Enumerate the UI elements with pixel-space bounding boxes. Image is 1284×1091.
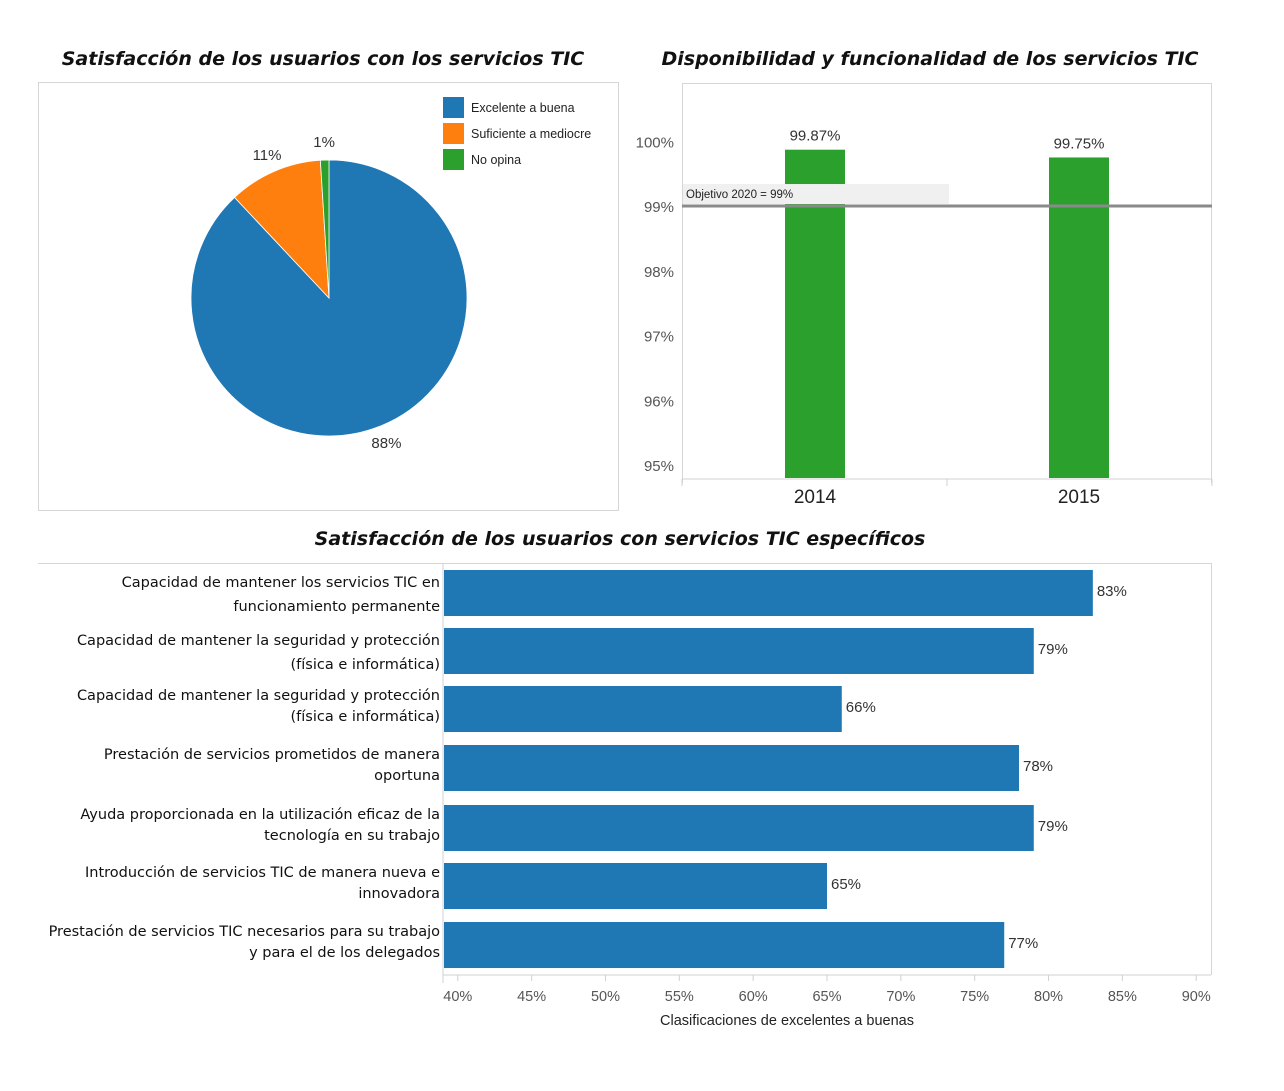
service-value-label-1: 79% bbox=[1038, 641, 1068, 658]
service-category-label-2: Capacidad de mantener la seguridad y pro… bbox=[76, 688, 440, 725]
service-category-label-1: Capacidad de mantener la seguridad y pro… bbox=[76, 633, 440, 673]
services-chart-title: Satisfacción de los usuarios con servici… bbox=[314, 528, 926, 550]
pie-slice-1 bbox=[233, 159, 330, 300]
availability-chart-panel bbox=[682, 83, 1212, 483]
services-x-tick-label-5: 65% bbox=[812, 989, 841, 1005]
services-x-tick-label-7: 75% bbox=[960, 989, 989, 1005]
y-tick-label-1: 96% bbox=[644, 393, 674, 410]
service-value-label-0: 83% bbox=[1097, 583, 1127, 600]
availability-chart-title: Disponibilidad y funcionalidad de los se… bbox=[661, 48, 1199, 70]
pie-chart-title: Satisfacción de los usuarios con los ser… bbox=[61, 48, 585, 70]
service-category-label-5: Introducción de servicios TIC de manera … bbox=[85, 865, 440, 902]
services-x-axis-label: Clasificaciones de excelentes a buenas bbox=[660, 1013, 914, 1029]
service-bar-1 bbox=[444, 628, 1034, 674]
availability-bar-chart: 95% 96% 97% 98% 99% 100% 99.87% 2014 99.75% 2015 O… bbox=[636, 128, 1213, 508]
services-x-tick-label-8: 80% bbox=[1034, 989, 1063, 1005]
y-tick-label-5: 100% bbox=[636, 134, 674, 151]
y-tick-label-4: 99% bbox=[644, 199, 674, 216]
service-bar-6 bbox=[444, 922, 1005, 968]
availability-value-label-2015: 99.75% bbox=[1054, 135, 1105, 152]
services-x-tick-label-1: 45% bbox=[517, 989, 546, 1005]
service-bar-2 bbox=[444, 686, 842, 732]
service-bar-3 bbox=[444, 745, 1019, 791]
pie-slice-2 bbox=[319, 159, 330, 299]
legend-label-2: No opina bbox=[471, 153, 521, 167]
service-category-label-3: Prestación de servicios prometidos de ma… bbox=[103, 747, 440, 784]
services-bar-chart: 83% 79% 66% 78% 79% 65% 77% 40% 45% 50% 55% 60% 65% 7… bbox=[442, 563, 1211, 1029]
service-value-label-4: 79% bbox=[1038, 818, 1068, 835]
x-tick-label-2015: 2015 bbox=[1058, 487, 1100, 508]
service-category-label-6: Prestación de servicios TIC necesarios p… bbox=[48, 924, 440, 961]
service-value-label-6: 77% bbox=[1008, 935, 1038, 952]
service-category-label-4: Ayuda proporcionada en la utilización ef… bbox=[80, 807, 440, 844]
legend-label-0: Excelente a buena bbox=[471, 101, 575, 115]
service-bar-4 bbox=[444, 805, 1034, 851]
services-x-tick-label-10: 90% bbox=[1182, 989, 1211, 1005]
services-x-tick-label-4: 60% bbox=[739, 989, 768, 1005]
x-tick-label-2014: 2014 bbox=[794, 487, 837, 508]
availability-value-label-2014: 99.87% bbox=[790, 128, 841, 145]
pie-slice-label-1: 11% bbox=[253, 147, 282, 164]
legend-swatch-2 bbox=[443, 149, 464, 170]
availability-bar-2015 bbox=[1049, 157, 1109, 478]
y-tick-label-2: 97% bbox=[644, 329, 674, 346]
legend-label-1: Suficiente a mediocre bbox=[471, 127, 591, 141]
service-bar-0 bbox=[444, 570, 1093, 616]
pie-chart: 88% 11% 1% Excelente a buena Suficiente a me… bbox=[190, 97, 591, 452]
availability-bar-2014 bbox=[785, 149, 845, 478]
service-bar-5 bbox=[444, 863, 827, 909]
service-value-label-3: 78% bbox=[1023, 758, 1053, 775]
target-label-box bbox=[683, 184, 949, 205]
target-label: Objetivo 2020 = 99% bbox=[686, 189, 793, 201]
legend-swatch-0 bbox=[443, 97, 464, 118]
service-value-label-5: 65% bbox=[831, 876, 861, 893]
service-category-label-0: Capacidad de mantener los servicios TIC … bbox=[121, 575, 440, 615]
y-tick-label-3: 98% bbox=[644, 264, 674, 281]
pie-slice-label-2: 1% bbox=[313, 134, 335, 151]
pie-slice-label-0: 88% bbox=[371, 435, 401, 452]
legend-swatch-1 bbox=[443, 123, 464, 144]
services-x-tick-label-0: 40% bbox=[443, 989, 472, 1005]
services-category-labels: Capacidad de mantener los servicios TIC … bbox=[36, 563, 440, 975]
service-value-label-2: 66% bbox=[846, 699, 876, 716]
services-x-tick-label-9: 85% bbox=[1108, 989, 1137, 1005]
pie-chart-panel: 88% 11% 1% Excelente a buena Suficiente a me… bbox=[38, 82, 619, 511]
services-chart-panel bbox=[38, 563, 1212, 975]
y-tick-label-0: 95% bbox=[644, 458, 674, 475]
services-x-tick-label-2: 50% bbox=[591, 989, 620, 1005]
services-x-tick-label-6: 70% bbox=[886, 989, 915, 1005]
services-x-tick-label-3: 55% bbox=[665, 989, 694, 1005]
